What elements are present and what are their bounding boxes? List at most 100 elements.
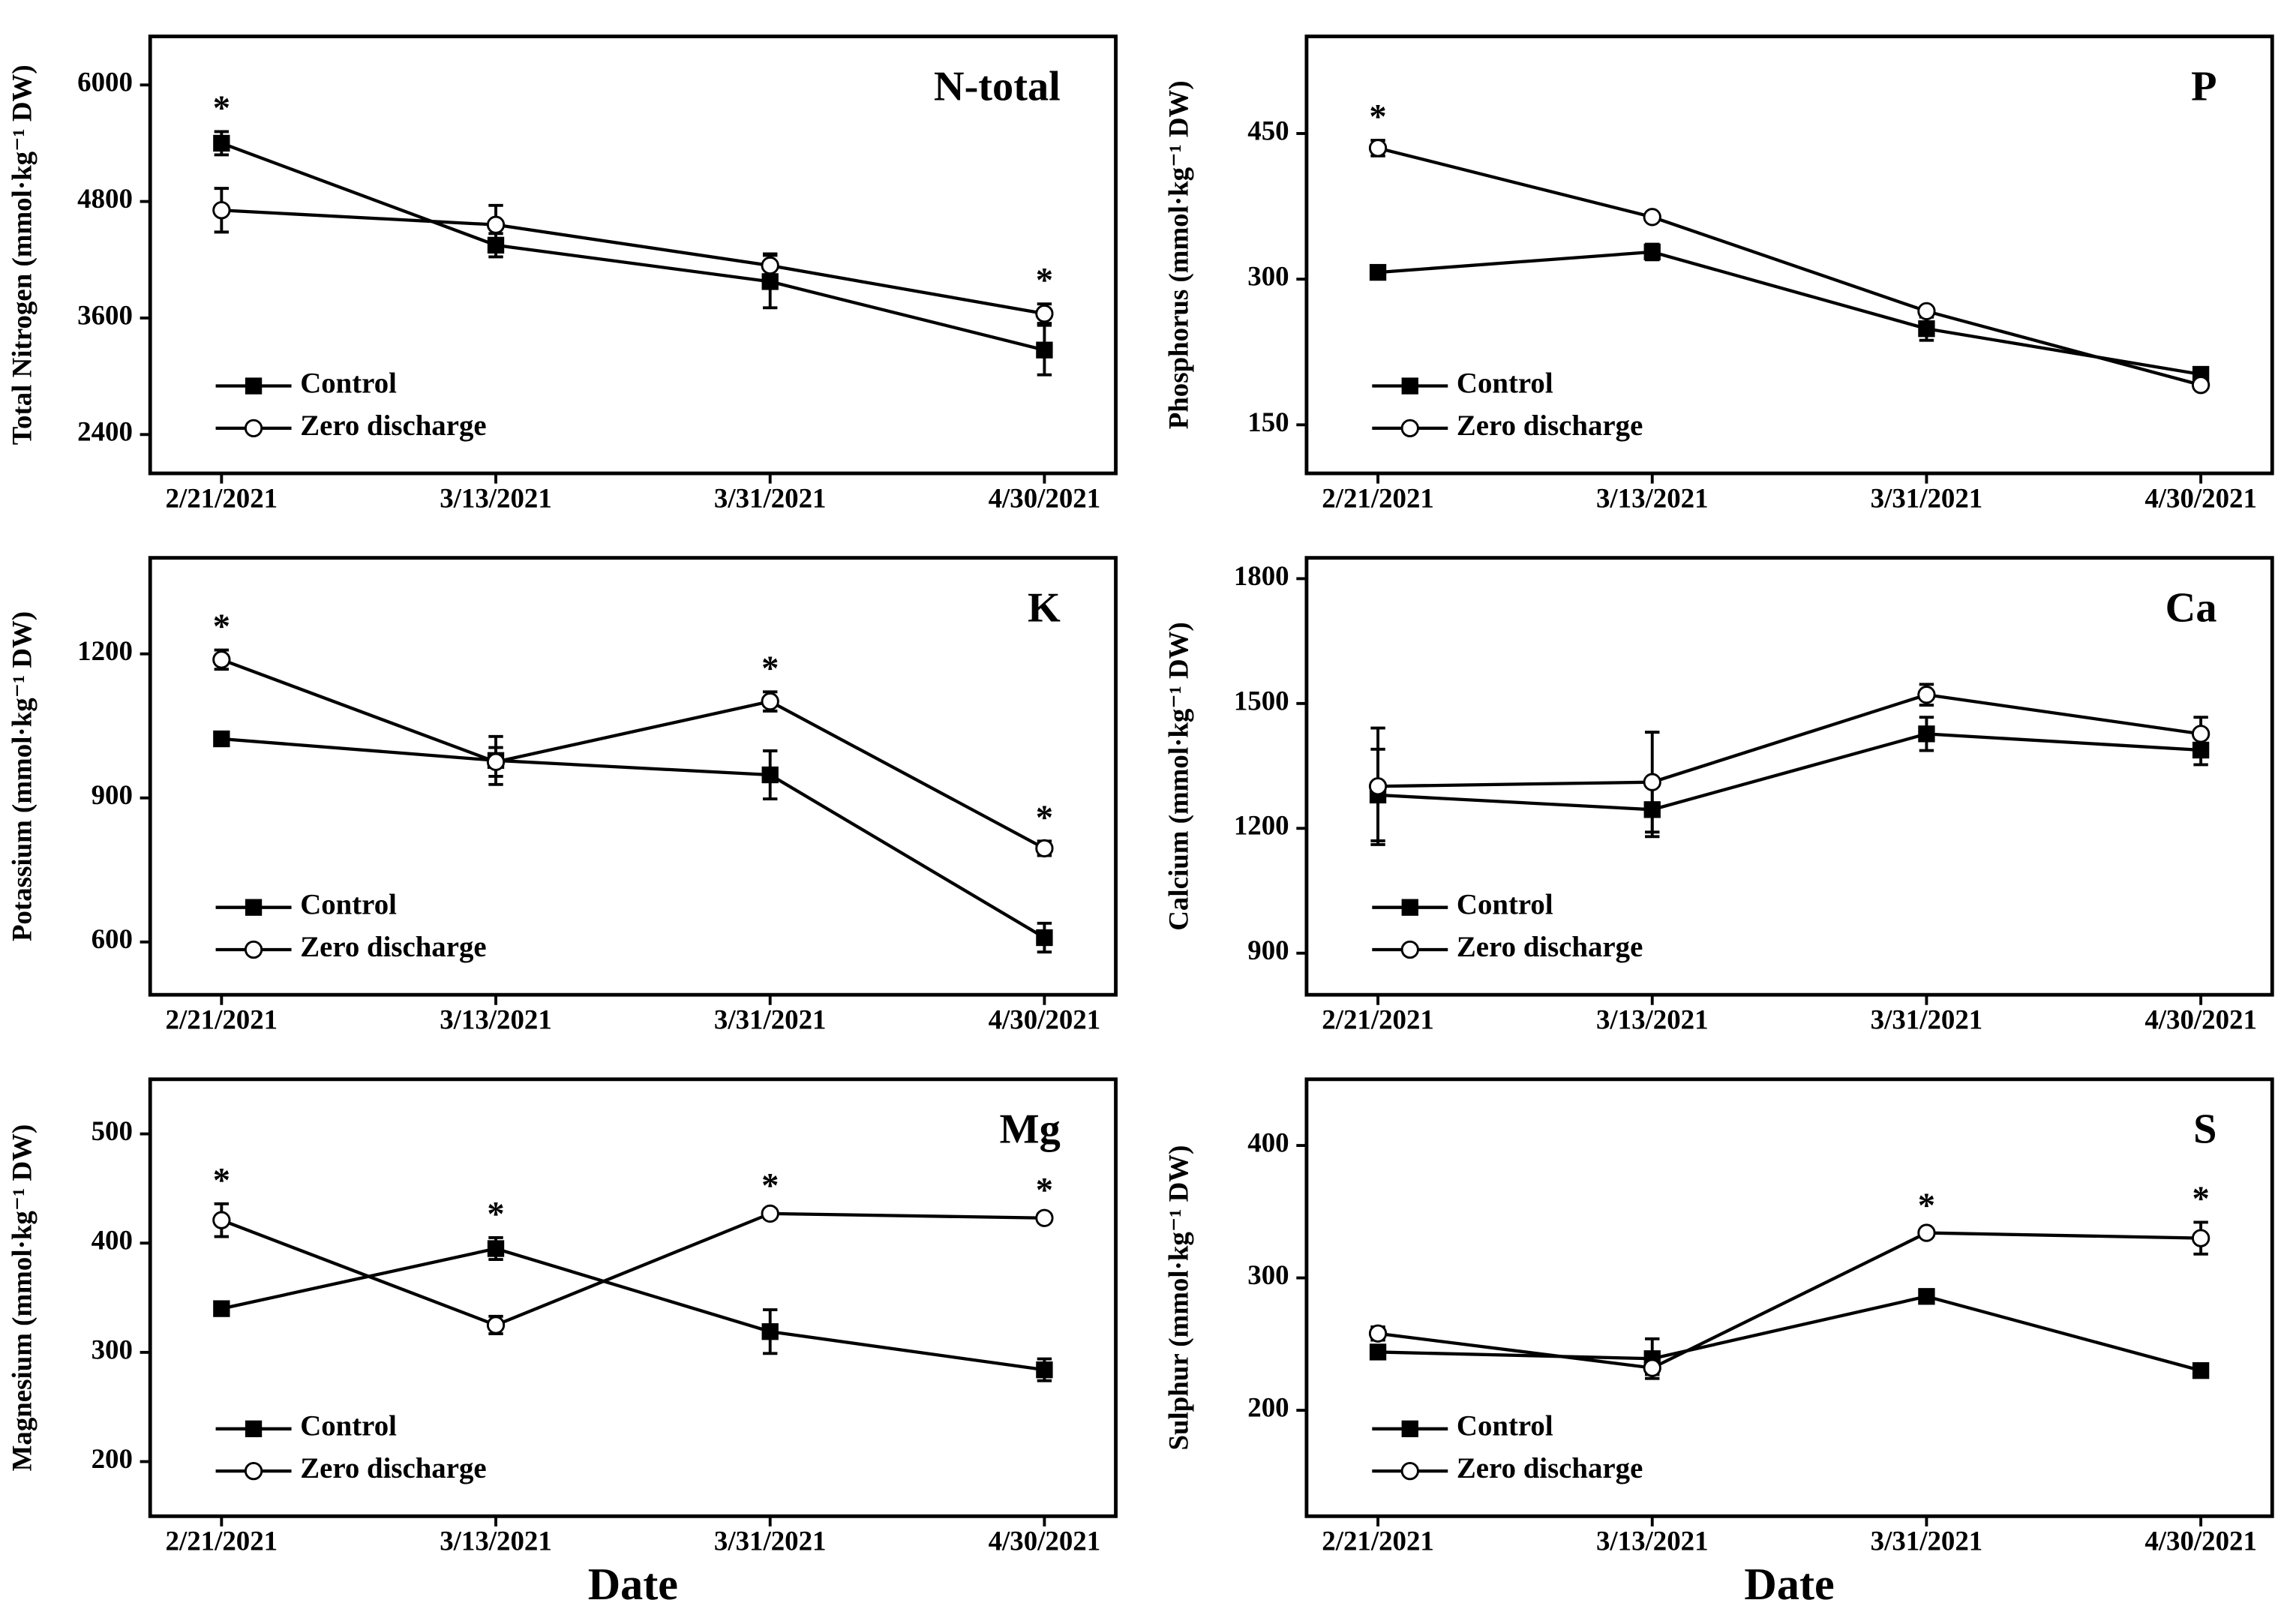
legend-marker [1401, 377, 1418, 395]
x-tick-label: 4/30/2021 [989, 482, 1101, 513]
legend-label: Zero discharge [300, 1452, 486, 1484]
y-tick-label: 900 [92, 779, 133, 810]
significance-mark: * [1036, 1170, 1053, 1209]
data-point [1918, 725, 1935, 743]
series-line [221, 1247, 1045, 1372]
legend-marker [245, 1420, 263, 1437]
data-point [213, 1300, 230, 1317]
data-point [1036, 1361, 1053, 1379]
data-point [2191, 376, 2210, 395]
significance-mark: * [213, 89, 230, 128]
series-line [221, 1211, 1045, 1327]
data-point [212, 1211, 231, 1229]
legend-marker [1401, 899, 1418, 916]
series-line [1378, 693, 2201, 788]
data-point [1368, 1324, 1388, 1343]
x-tick-label: 3/13/2021 [1596, 482, 1709, 513]
significance-mark: * [1369, 98, 1386, 137]
x-tick-label: 3/31/2021 [1871, 482, 1983, 513]
panel-title: K [1028, 584, 1061, 631]
x-tick-label: 3/31/2021 [1871, 1526, 1983, 1556]
x-tick-label: 3/13/2021 [440, 482, 552, 513]
x-tick-label: 3/31/2021 [714, 1526, 827, 1556]
data-point [1643, 773, 1661, 791]
data-point [1369, 263, 1387, 281]
legend-label: Zero discharge [1457, 931, 1643, 963]
legend-marker [1400, 419, 1419, 437]
plot-frame [1304, 35, 2274, 476]
y-tick-label: 150 [1247, 407, 1289, 437]
x-tick-label: 4/30/2021 [2144, 1526, 2257, 1556]
x-tick-label: 2/21/2021 [166, 1004, 278, 1035]
significance-mark: * [2192, 1179, 2209, 1218]
data-point [486, 1316, 506, 1334]
legend-label: Zero discharge [300, 931, 486, 963]
y-axis-label: Phosphorus (mmol·kg⁻¹ DW) [1163, 80, 1194, 429]
y-tick-label: 1200 [1234, 810, 1289, 841]
significance-mark: * [1918, 1186, 1935, 1225]
y-tick-label: 400 [1247, 1127, 1289, 1158]
x-tick-label: 3/31/2021 [714, 1004, 827, 1035]
data-point [1036, 341, 1053, 359]
y-tick-label: 1200 [77, 635, 133, 666]
series-line [1377, 1231, 2201, 1370]
legend-label: Zero discharge [1457, 1452, 1643, 1484]
y-axis-label: Magnesium (mmol·kg⁻¹ DW) [7, 1124, 38, 1472]
data-point [1917, 686, 1936, 704]
y-tick-label: 900 [1247, 935, 1289, 965]
data-point [1035, 1208, 1054, 1227]
y-tick-label: 1500 [1234, 685, 1289, 716]
y-tick-label: 300 [92, 1334, 133, 1364]
data-point [486, 752, 506, 771]
x-tick-label: 3/13/2021 [1596, 1526, 1709, 1556]
data-point [213, 730, 230, 748]
data-point [2191, 1229, 2210, 1247]
legend-marker [1400, 940, 1419, 959]
plot-frame [1304, 556, 2274, 997]
y-tick-label: 600 [92, 923, 133, 954]
series-line [1377, 146, 2201, 387]
series-line [221, 141, 1045, 352]
series-line [221, 737, 1046, 939]
data-point [212, 650, 231, 669]
data-point [761, 1323, 779, 1340]
x-axis-label: Date [1744, 1559, 1834, 1610]
data-point [2191, 725, 2210, 743]
x-tick-label: 2/21/2021 [1322, 1004, 1434, 1035]
data-point [212, 201, 231, 220]
y-tick-label: 6000 [77, 67, 133, 98]
x-tick-label: 2/21/2021 [1322, 1526, 1434, 1556]
data-point [1917, 1223, 1936, 1242]
legend-marker [244, 419, 263, 437]
legend-label: Control [300, 367, 397, 399]
legend-label: Control [1457, 1410, 1553, 1442]
series-line [221, 658, 1046, 850]
panel-title: N-total [934, 63, 1061, 110]
x-tick-label: 3/13/2021 [440, 1526, 552, 1556]
x-tick-label: 4/30/2021 [989, 1004, 1101, 1035]
legend-marker [245, 899, 263, 916]
significance-mark: * [761, 649, 779, 688]
significance-mark: * [213, 1160, 230, 1199]
data-point [1369, 1343, 1387, 1361]
y-tick-label: 200 [92, 1443, 133, 1474]
significance-mark: * [1036, 798, 1053, 837]
data-point [761, 766, 779, 784]
data-point [1035, 839, 1054, 858]
x-tick-label: 2/21/2021 [166, 482, 278, 513]
legend-label: Zero discharge [300, 410, 486, 442]
plot-frame [148, 1077, 1118, 1518]
panel-title: Ca [2165, 584, 2217, 631]
data-point [1368, 777, 1388, 796]
x-tick-label: 3/31/2021 [1871, 1004, 1983, 1035]
data-point [1035, 304, 1054, 323]
series-line [221, 209, 1045, 316]
y-tick-label: 3600 [77, 299, 133, 330]
legend-marker [1400, 1461, 1419, 1481]
data-point [1036, 929, 1053, 947]
panel-title: S [2193, 1106, 2216, 1153]
data-point [1643, 243, 1661, 261]
panel-title: Mg [999, 1106, 1060, 1153]
